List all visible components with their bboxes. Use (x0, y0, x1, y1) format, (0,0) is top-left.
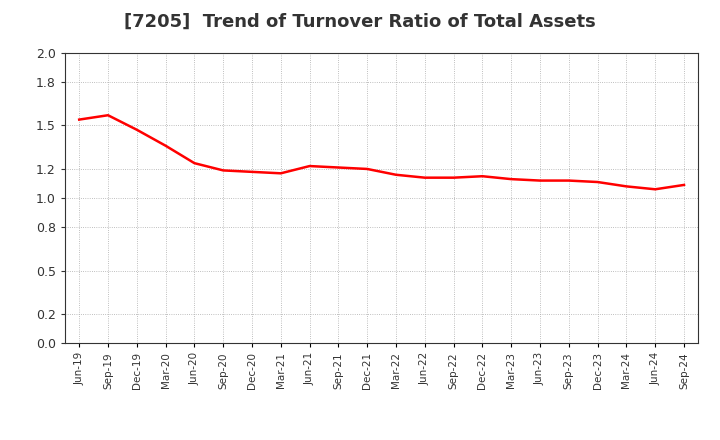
Text: [7205]  Trend of Turnover Ratio of Total Assets: [7205] Trend of Turnover Ratio of Total … (124, 13, 596, 31)
